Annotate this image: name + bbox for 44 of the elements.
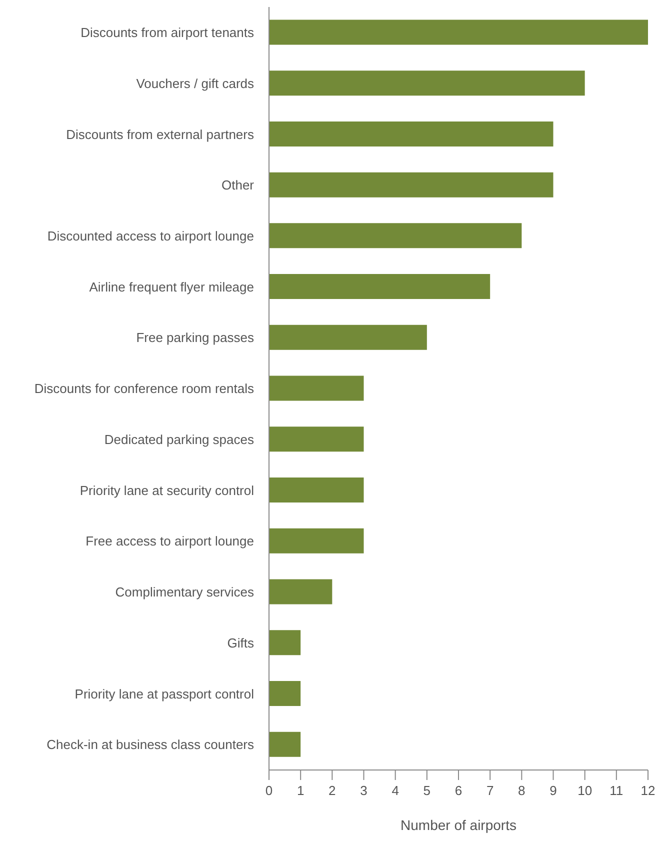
x-tick-label: 0 bbox=[265, 783, 273, 798]
x-tick-label: 11 bbox=[610, 783, 624, 798]
x-axis-title: Number of airports bbox=[400, 817, 516, 833]
y-tick-label: Check-in at business class counters bbox=[46, 737, 254, 752]
y-tick-label: Airline frequent flyer mileage bbox=[89, 279, 254, 294]
x-tick-label: 7 bbox=[486, 783, 494, 798]
x-tick-label: 9 bbox=[550, 783, 557, 798]
y-tick-label: Vouchers / gift cards bbox=[136, 76, 254, 91]
bar bbox=[269, 579, 332, 604]
y-tick-label: Other bbox=[221, 178, 255, 193]
bar bbox=[269, 426, 364, 452]
y-tick-label: Complimentary services bbox=[115, 584, 254, 600]
x-tick-label: 12 bbox=[640, 783, 656, 798]
y-tick-label: Free parking passes bbox=[136, 330, 254, 346]
y-tick-label: Gifts bbox=[227, 635, 254, 650]
bar bbox=[269, 223, 522, 248]
x-tick-label: 2 bbox=[328, 783, 336, 798]
bar bbox=[269, 70, 585, 96]
x-tick-label: 6 bbox=[454, 783, 462, 798]
bar bbox=[269, 528, 364, 554]
x-tick-label: 10 bbox=[578, 783, 592, 798]
y-tick-label: Priority lane at security control bbox=[80, 482, 254, 498]
bar bbox=[269, 324, 427, 350]
y-tick-label: Discounts from external partners bbox=[66, 126, 254, 142]
bar bbox=[269, 121, 554, 146]
x-tick-label: 3 bbox=[360, 783, 368, 798]
bar bbox=[269, 376, 364, 401]
x-tick-label: 5 bbox=[423, 783, 431, 798]
bar bbox=[269, 680, 301, 706]
x-tick-label: 8 bbox=[518, 783, 526, 798]
bar bbox=[269, 630, 301, 656]
y-tick-label: Free access to airport lounge bbox=[86, 534, 254, 549]
y-tick-label: Priority lane at passport control bbox=[74, 686, 254, 702]
bar bbox=[269, 20, 648, 45]
x-tick-label: 4 bbox=[392, 783, 399, 798]
y-tick-label: Discounts for conference room rentals bbox=[34, 381, 254, 396]
y-tick-label: Dedicated parking spaces bbox=[104, 432, 254, 447]
bar bbox=[269, 478, 364, 503]
bar bbox=[269, 274, 490, 300]
bar bbox=[269, 172, 554, 198]
y-tick-label: Discounts from airport tenants bbox=[80, 25, 254, 40]
x-tick-label: 1 bbox=[296, 783, 304, 798]
bar bbox=[269, 732, 301, 757]
y-tick-label: Discounted access to airport lounge bbox=[47, 228, 254, 244]
